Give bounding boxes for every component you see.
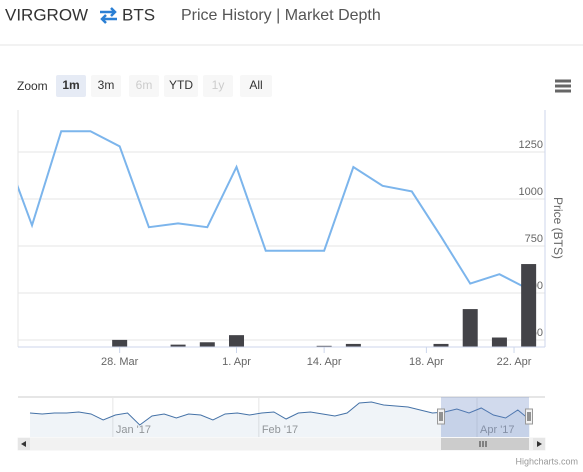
zoom-button-label: All xyxy=(249,78,262,92)
swap-icon[interactable] xyxy=(100,7,117,24)
volume-bar xyxy=(462,309,478,347)
x-tick-label: 22. Apr xyxy=(497,356,532,368)
zoom-button[interactable] xyxy=(91,75,121,97)
navigator-mask[interactable] xyxy=(441,397,529,437)
navigator-handle[interactable] xyxy=(525,408,533,425)
zoom-button-label: 1y xyxy=(212,78,225,92)
volume-bar xyxy=(491,337,507,347)
menu-icon[interactable] xyxy=(555,79,571,93)
y-tick-label: 750 xyxy=(525,233,543,245)
x-tick-label: 18. Apr xyxy=(409,356,444,368)
navigator-tick-label: Feb '17 xyxy=(262,424,298,436)
volume-bar xyxy=(433,343,449,347)
zoom-button-label: 6m xyxy=(136,78,153,92)
volume-bar xyxy=(170,344,186,347)
x-tick-label: 14. Apr xyxy=(307,356,342,368)
x-tick-label: 28. Mar xyxy=(101,356,139,368)
volume-bar xyxy=(199,342,215,347)
volume-bar xyxy=(521,264,537,347)
scroll-left-arrow xyxy=(21,441,26,447)
plot-area xyxy=(18,130,537,347)
navigator-handle[interactable] xyxy=(437,408,445,425)
scroll-right-arrow xyxy=(537,441,542,447)
y-tick-label: 1000 xyxy=(519,186,543,198)
navigator-area xyxy=(30,401,530,437)
navigator-line xyxy=(29,401,531,426)
zoom-button-label: 3m xyxy=(98,78,115,92)
zoom-label: Zoom xyxy=(17,79,48,93)
x-tick-label: 1. Apr xyxy=(222,356,251,368)
arrow-left xyxy=(100,14,117,24)
zoom-button[interactable] xyxy=(56,75,86,97)
navigator-tick-label: Jan '17 xyxy=(116,424,151,436)
zoom-button-label: YTD xyxy=(169,78,193,92)
y-tick-label: 1250 xyxy=(519,139,543,151)
quote-asset: BTS xyxy=(122,5,155,24)
zoom-button[interactable] xyxy=(240,75,272,97)
zoom-button xyxy=(129,75,159,97)
zoom-button xyxy=(203,75,233,97)
zoom-button-label: 1m xyxy=(62,78,79,92)
volume-bar xyxy=(112,339,128,347)
header-links[interactable]: Price History | Market Depth xyxy=(181,7,381,24)
base-asset: VIRGROW xyxy=(5,5,88,24)
credit[interactable]: Highcharts.com xyxy=(515,456,578,466)
price-line xyxy=(18,130,530,291)
volume-bar xyxy=(316,345,332,347)
arrow-right xyxy=(100,7,117,17)
scrollbar-thumb[interactable] xyxy=(441,438,529,450)
navigator-tick-label: Apr '17 xyxy=(480,424,515,436)
volume-bar xyxy=(229,335,245,347)
y-axis-title: Price (BTS) xyxy=(551,197,565,259)
zoom-button[interactable] xyxy=(164,75,198,97)
volume-bar xyxy=(345,343,361,347)
